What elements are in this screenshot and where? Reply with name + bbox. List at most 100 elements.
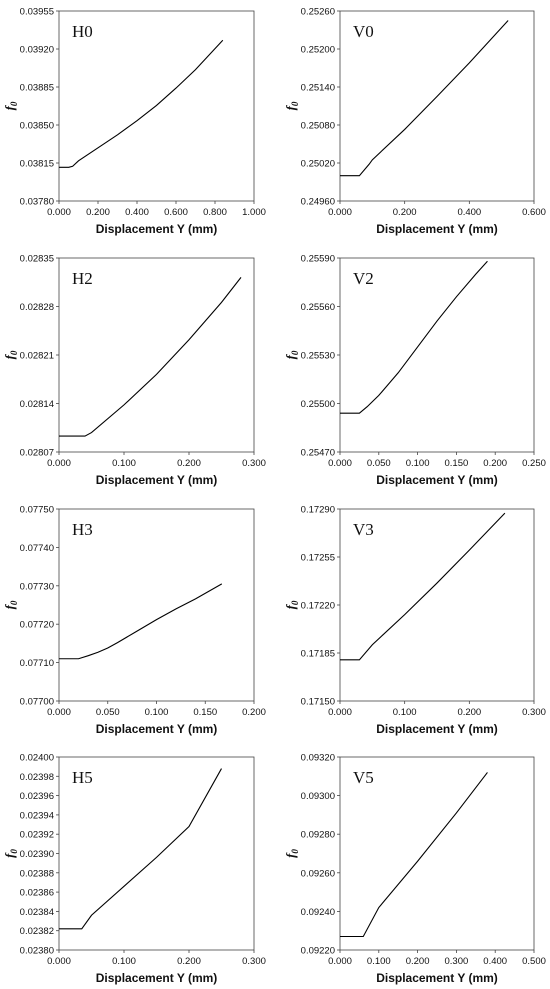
panel-label: V5 (353, 768, 374, 787)
y-tick-label: 0.03920 (20, 45, 54, 56)
panel-label: V3 (353, 520, 374, 539)
data-line (340, 20, 509, 177)
y-axis-label-subscript: 0 (290, 350, 300, 355)
y-axis-label-base: f (2, 852, 17, 858)
panel-label: H5 (72, 768, 93, 787)
x-tick-label: 0.200 (393, 207, 417, 218)
data-line (59, 583, 223, 660)
y-axis-label-base: f (2, 603, 17, 609)
chart-panel-h0: 0.000 0.200 0.400 0.600 0.800 1.000 0.03780 0.0… (2, 7, 266, 237)
y-tick-label: 0.25140 (301, 83, 335, 94)
x-tick-label: 0.100 (112, 956, 136, 967)
x-tick-label: 0.800 (203, 207, 227, 218)
y-tick-label: 0.02398 (20, 772, 54, 783)
y-tick-label: 0.03885 (20, 83, 54, 94)
data-line (59, 768, 222, 930)
y-tick-label: 0.17255 (301, 553, 335, 564)
y-axis-label: f0 (2, 600, 19, 609)
y-tick-label: 0.02821 (20, 351, 54, 362)
y-axis-label: f0 (283, 350, 300, 359)
panel-label: V2 (353, 269, 374, 288)
y-tick-label: 0.09320 (301, 753, 335, 764)
panel-label: H2 (72, 269, 93, 288)
y-axis-label-base: f (283, 852, 298, 858)
y-tick-label: 0.07730 (20, 581, 54, 592)
y-tick-label: 0.25080 (301, 121, 335, 132)
x-tick-label: 0.200 (457, 707, 481, 718)
y-tick-label: 0.25560 (301, 302, 335, 313)
y-tick-label: 0.17220 (301, 601, 335, 612)
y-tick-label: 0.02400 (20, 753, 54, 764)
x-axis-label: Displacement Y (mm) (96, 222, 218, 236)
y-tick-label: 0.02392 (20, 830, 54, 841)
chart-panel-v5: 0.000 0.100 0.200 0.300 0.400 0.500 0.09220 0.0… (283, 753, 546, 986)
y-tick-label: 0.02384 (20, 907, 54, 918)
x-tick-label: 0.000 (328, 458, 352, 469)
y-axis-label-subscript: 0 (290, 101, 300, 106)
y-axis-label-subscript: 0 (290, 849, 300, 854)
data-line (59, 39, 224, 168)
x-tick-label: 0.100 (112, 458, 136, 469)
x-tick-label: 0.100 (367, 956, 391, 967)
y-axis-label-base: f (283, 603, 298, 609)
y-tick-label: 0.07750 (20, 505, 54, 516)
x-tick-label: 0.100 (393, 707, 417, 718)
y-tick-label: 0.25200 (301, 45, 335, 56)
x-tick-label: 0.500 (522, 956, 546, 967)
y-axis-label-subscript: 0 (9, 600, 19, 605)
x-tick-label: 0.200 (177, 458, 201, 469)
chart-panel-h2: 0.000 0.100 0.200 0.300 0.02807 0.02814 0.0282… (2, 254, 266, 488)
x-tick-label: 0.100 (406, 458, 430, 469)
y-axis-label: f0 (2, 101, 19, 110)
x-tick-label: 0.150 (445, 458, 469, 469)
x-tick-label: 0.200 (86, 207, 110, 218)
chart-panel-h3: 0.000 0.050 0.100 0.150 0.200 0.07700 0.07710 0… (2, 505, 266, 737)
x-axis-label: Displacement Y (mm) (376, 971, 498, 985)
x-tick-label: 0.000 (328, 956, 352, 967)
y-axis-label: f0 (283, 849, 300, 858)
x-tick-label: 0.300 (522, 707, 546, 718)
panel-label: H3 (72, 520, 93, 539)
y-tick-label: 0.02386 (20, 888, 54, 899)
y-axis-label-base: f (283, 104, 298, 110)
y-tick-label: 0.25020 (301, 159, 335, 170)
y-tick-label: 0.07700 (20, 697, 54, 708)
x-tick-label: 0.600 (164, 207, 188, 218)
x-tick-label: 1.000 (242, 207, 266, 218)
chart-panel-h5: 0.000 0.100 0.200 0.300 0.02380 0.02382 0.0238… (2, 753, 266, 986)
x-tick-label: 0.000 (328, 207, 352, 218)
y-tick-label: 0.02807 (20, 448, 54, 459)
plot-frame (339, 10, 535, 202)
y-axis-label: f0 (283, 101, 300, 110)
x-tick-label: 0.050 (96, 707, 120, 718)
y-tick-label: 0.09300 (301, 791, 335, 802)
plot-frame (58, 10, 255, 202)
x-tick-label: 0.000 (47, 956, 71, 967)
y-axis-label-subscript: 0 (9, 101, 19, 106)
y-tick-label: 0.02394 (20, 810, 54, 821)
y-tick-label: 0.17185 (301, 649, 335, 660)
y-tick-label: 0.07720 (20, 620, 54, 631)
x-tick-label: 0.200 (406, 956, 430, 967)
y-axis-label-subscript: 0 (290, 600, 300, 605)
x-tick-label: 0.200 (242, 707, 266, 718)
plot-frame (339, 756, 535, 951)
y-tick-label: 0.03780 (20, 197, 54, 208)
y-axis-label: f0 (2, 350, 19, 359)
y-tick-label: 0.07740 (20, 543, 54, 554)
y-tick-label: 0.09240 (301, 907, 335, 918)
data-line (340, 260, 488, 414)
chart-panel-v3: 0.000 0.100 0.200 0.300 0.17150 0.17185 0.1722… (283, 505, 546, 737)
x-tick-label: 0.050 (367, 458, 391, 469)
x-tick-label: 0.000 (328, 707, 352, 718)
x-tick-label: 0.000 (47, 458, 71, 469)
x-tick-label: 0.200 (483, 458, 507, 469)
y-tick-label: 0.25590 (301, 254, 335, 265)
data-line (340, 772, 488, 938)
y-axis-label-base: f (283, 353, 298, 359)
panel-label: H0 (72, 22, 93, 41)
x-tick-label: 0.300 (242, 458, 266, 469)
y-tick-label: 0.02835 (20, 254, 54, 265)
y-tick-label: 0.17290 (301, 505, 335, 516)
